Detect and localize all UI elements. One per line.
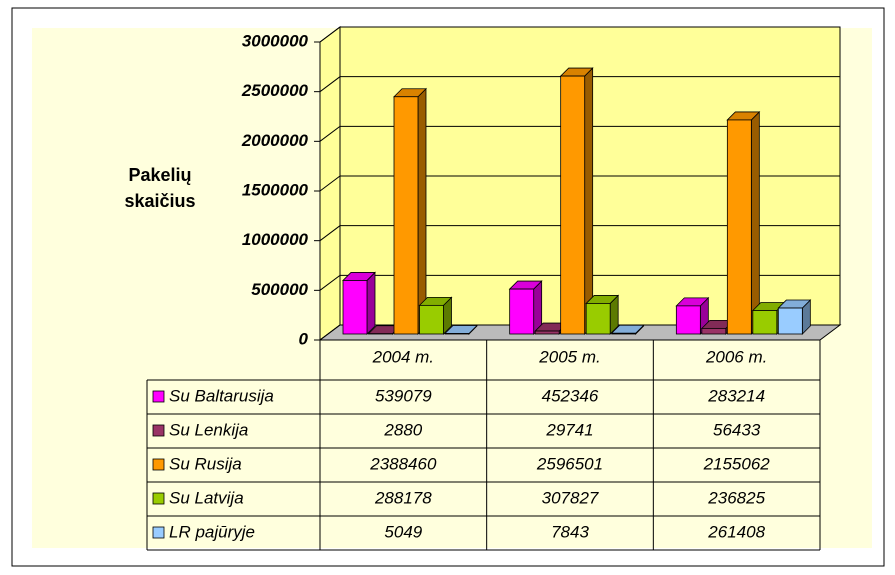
legend-key xyxy=(152,458,165,471)
y-tick-label: 1500000 xyxy=(242,180,309,199)
bar-front xyxy=(560,75,586,335)
bar xyxy=(534,322,569,335)
legend-label: Su Baltarusija xyxy=(169,386,274,405)
table-value: 539079 xyxy=(375,386,432,405)
table-value: 283214 xyxy=(707,386,765,405)
legend-key xyxy=(152,424,165,437)
table-value: 307827 xyxy=(542,488,599,507)
table-value: 29741 xyxy=(545,420,593,439)
bar xyxy=(418,296,453,335)
grid-line xyxy=(319,125,840,142)
table-value: 236825 xyxy=(707,488,765,507)
bar-side xyxy=(584,67,594,335)
grid-line xyxy=(319,26,840,43)
bar xyxy=(675,296,710,335)
table-value: 288178 xyxy=(374,488,432,507)
grid-line xyxy=(319,175,840,192)
bar-front xyxy=(752,310,778,335)
bar-front xyxy=(675,305,701,335)
legend-label: Su Lenkija xyxy=(169,420,248,439)
legend-label: LR pajūryje xyxy=(169,522,255,541)
grid-line xyxy=(319,274,840,291)
table-value: 452346 xyxy=(542,386,599,405)
bar-front xyxy=(726,119,752,335)
bar xyxy=(508,280,543,335)
bar-front xyxy=(342,280,368,335)
bar xyxy=(726,110,761,335)
y-tick-label: 2500000 xyxy=(241,81,309,100)
bar xyxy=(342,271,376,335)
bar-front xyxy=(777,307,803,335)
bar-front xyxy=(393,96,419,335)
bar xyxy=(559,67,594,335)
bar xyxy=(610,324,645,335)
x-tick-label: 2005 m. xyxy=(538,347,600,366)
bar xyxy=(777,299,812,335)
bar-front xyxy=(444,333,470,335)
bar xyxy=(444,324,478,335)
x-tick-label: 2004 m. xyxy=(372,347,434,366)
bar-front xyxy=(611,332,637,335)
bar-side xyxy=(750,110,760,335)
grid-line xyxy=(319,324,840,341)
y-tick-label: 500000 xyxy=(251,280,308,299)
table-value: 5049 xyxy=(384,522,422,541)
table-value: 261408 xyxy=(707,522,765,541)
legend-key xyxy=(152,390,165,403)
y-tick-label: 1000000 xyxy=(242,230,309,249)
legend-label: Su Latvija xyxy=(169,488,244,507)
grid-line xyxy=(319,76,840,93)
bar xyxy=(393,87,427,335)
legend-key xyxy=(152,526,165,539)
table-value: 2155062 xyxy=(703,454,771,473)
y-tick-label: 2000000 xyxy=(241,131,309,150)
bar-front xyxy=(701,327,727,335)
x-tick-label: 2006 m. xyxy=(705,347,767,366)
legend-key xyxy=(152,492,165,505)
bar-front xyxy=(585,303,611,335)
y-tick-label: 3000000 xyxy=(242,31,309,50)
table-value: 7843 xyxy=(551,522,589,541)
table-value: 2388460 xyxy=(369,454,437,473)
bar xyxy=(585,294,620,335)
grid-line xyxy=(319,225,840,242)
table-value: 2596501 xyxy=(536,454,603,473)
bar-front xyxy=(509,288,535,335)
table-value: 2880 xyxy=(383,420,422,439)
bar-side xyxy=(366,271,376,335)
table-value: 56433 xyxy=(713,420,761,439)
y-axis-title: Pakelių skaičius xyxy=(124,165,196,211)
bar-side xyxy=(417,87,427,335)
bar-front xyxy=(534,330,560,335)
bar-front xyxy=(419,304,444,335)
legend-label: Su Rusija xyxy=(169,454,242,473)
y-tick-label: 0 xyxy=(299,329,309,348)
